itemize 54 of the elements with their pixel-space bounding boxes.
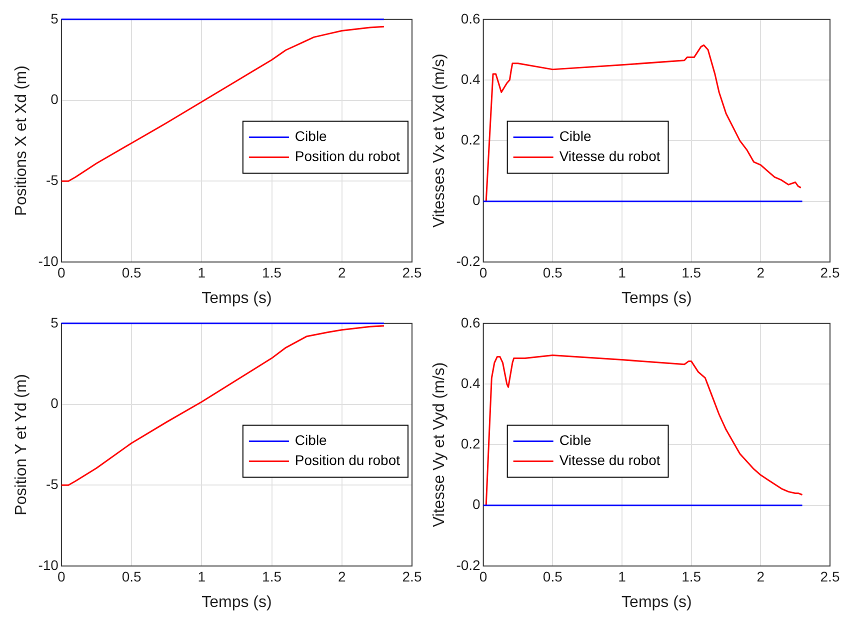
y-tick-label: -10 <box>38 556 59 573</box>
y-tick-label: 5 <box>50 10 59 26</box>
x-tick-label: 1.5 <box>682 264 702 280</box>
x-tick-label: 1.5 <box>682 568 702 584</box>
y-tick-label: -5 <box>46 476 59 492</box>
x-axis-title: Temps (s) <box>202 594 272 611</box>
x-tick-label: 2.5 <box>402 568 422 584</box>
x-axis-title: Temps (s) <box>202 290 272 307</box>
y-tick-label: -0.2 <box>456 556 481 573</box>
x-tick-label: 1 <box>618 568 626 584</box>
legend-label: Cible <box>294 128 328 144</box>
legend-label: Position du robot <box>294 452 400 468</box>
y-tick-label: 0 <box>472 496 481 512</box>
x-tick-label: 2 <box>756 264 765 280</box>
y-tick-label: 5 <box>50 314 59 330</box>
x-tick-label: 0.5 <box>122 568 142 584</box>
x-tick-label: 1 <box>618 264 626 280</box>
legend-label: Cible <box>559 432 592 448</box>
y-axis-title: Position Y et Yd (m) <box>13 374 30 516</box>
y-axis-title: Positions X et Xd (m) <box>13 66 30 216</box>
x-tick-label: 1 <box>198 568 206 584</box>
x-tick-label: 2 <box>756 568 765 584</box>
y-tick-label: -0.2 <box>456 252 481 269</box>
y-tick-label: 0.6 <box>460 314 481 330</box>
x-tick-label: 1.5 <box>262 568 282 584</box>
x-tick-label: 1 <box>198 264 206 280</box>
x-axis-title: Temps (s) <box>622 594 692 611</box>
x-tick-label: 0.5 <box>542 568 563 584</box>
x-tick-label: 1.5 <box>262 264 282 280</box>
x-tick-label: 2.5 <box>402 264 422 280</box>
y-tick-label: 0.4 <box>460 70 481 87</box>
y-tick-label: 0.2 <box>460 132 481 148</box>
legend-label: Cible <box>559 128 592 144</box>
y-axis-title: Vitesse Vy et Vyd (m/s) <box>431 362 448 528</box>
y-tick-label: 0 <box>472 192 481 208</box>
x-tick-label: 0.5 <box>542 264 563 280</box>
y-tick-label: 0.6 <box>460 10 481 26</box>
legend-label: Position du robot <box>294 148 400 164</box>
y-tick-label: 0.4 <box>460 374 481 391</box>
legend-label: Cible <box>294 432 328 448</box>
x-tick-label: 2 <box>338 568 346 584</box>
x-tick-label: 2 <box>338 264 346 280</box>
legend-label: Vitesse du robot <box>559 452 660 468</box>
x-axis-title: Temps (s) <box>622 290 692 307</box>
x-tick-label: 2.5 <box>820 568 840 584</box>
x-tick-label: 2.5 <box>820 264 840 280</box>
legend-label: Vitesse du robot <box>559 148 660 164</box>
y-tick-label: -10 <box>38 252 59 269</box>
y-tick-label: 0 <box>50 395 59 412</box>
y-tick-label: -5 <box>46 172 59 188</box>
y-axis-title: Vitesses Vx et Vxd (m/s) <box>431 54 448 228</box>
x-tick-label: 0.5 <box>122 264 142 280</box>
y-tick-label: 0.2 <box>460 436 481 452</box>
y-tick-label: 0 <box>50 91 59 108</box>
